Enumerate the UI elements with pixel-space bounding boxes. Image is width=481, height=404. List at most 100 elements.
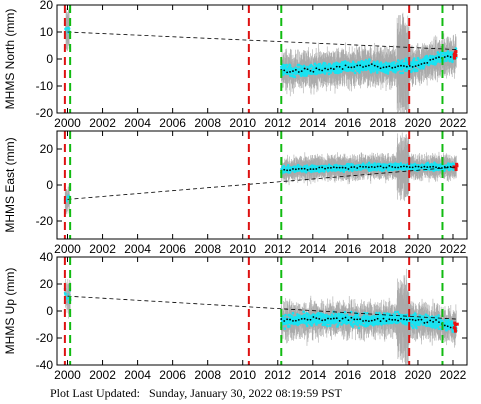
data-point xyxy=(323,72,327,75)
data-point xyxy=(293,322,297,326)
y-axis-label: MHMS North (mm) xyxy=(3,9,17,110)
mean-point xyxy=(394,166,397,169)
mean-point xyxy=(449,165,452,168)
mean-point xyxy=(297,71,300,73)
x-tick-label: 2014 xyxy=(299,242,326,256)
mean-point xyxy=(309,168,312,170)
mean-point xyxy=(373,166,376,169)
mean-point xyxy=(309,69,312,72)
data-point xyxy=(66,26,69,30)
mean-point xyxy=(376,165,379,168)
x-tick-label: 2002 xyxy=(89,116,116,130)
y-tick-label: -20 xyxy=(36,214,54,228)
mean-point xyxy=(443,166,446,168)
data-point xyxy=(285,63,289,67)
mean-point xyxy=(327,68,329,71)
mean-point xyxy=(356,64,359,67)
y-tick-label: 20 xyxy=(40,142,54,156)
data-point xyxy=(386,72,390,75)
mean-point xyxy=(292,168,294,170)
mean-point xyxy=(446,55,449,57)
y-tick-label: 0 xyxy=(46,178,53,192)
mean-point xyxy=(385,166,388,169)
y-tick-label: 20 xyxy=(40,0,54,12)
mean-point xyxy=(403,165,405,168)
data-point xyxy=(300,74,303,78)
mean-point xyxy=(315,67,318,70)
mean-point xyxy=(318,68,321,71)
x-tick-label: 2022 xyxy=(440,116,467,130)
mean-point xyxy=(423,165,426,168)
mean-point xyxy=(370,63,373,66)
mean-point xyxy=(408,65,411,67)
mean-point xyxy=(414,165,417,168)
mean-point xyxy=(332,166,335,169)
mean-point xyxy=(306,168,309,171)
mean-point xyxy=(403,65,405,67)
mean-point xyxy=(438,56,440,59)
x-tick-label: 2020 xyxy=(405,242,432,256)
mean-point xyxy=(443,56,446,58)
data-point xyxy=(323,62,327,65)
data-point xyxy=(328,62,332,66)
data-point xyxy=(342,170,346,174)
mean-point xyxy=(426,61,429,64)
panel-3: 2000 2002 2004 2006 2008 2010 2012 2014 2016 2018… xyxy=(3,250,468,382)
x-tick-label: 2018 xyxy=(370,116,397,130)
mean-point xyxy=(321,69,324,72)
mean-point xyxy=(362,66,364,68)
mean-point xyxy=(432,165,435,168)
mean-point xyxy=(353,166,356,168)
mean-point xyxy=(327,167,329,169)
mean-point xyxy=(382,66,385,69)
mean-point xyxy=(391,166,394,168)
mean-point xyxy=(289,169,291,172)
mean-point xyxy=(321,166,324,169)
data-point xyxy=(282,63,286,67)
mean-point xyxy=(283,69,286,72)
mean-point xyxy=(350,66,353,69)
y-tick-label: 10 xyxy=(40,25,54,39)
mean-point xyxy=(400,64,402,67)
data-point xyxy=(317,170,321,174)
mean-point xyxy=(300,70,303,73)
data-point xyxy=(356,69,360,72)
data-point xyxy=(351,169,354,172)
mean-point xyxy=(440,167,443,169)
mean-point xyxy=(435,57,437,59)
data-point xyxy=(288,64,292,68)
mean-point xyxy=(429,59,432,61)
data-point xyxy=(382,168,385,172)
mean-point xyxy=(405,165,408,168)
x-tick-label: 2002 xyxy=(89,242,116,256)
x-tick-label: 2000 xyxy=(54,116,81,130)
mean-point xyxy=(414,65,417,68)
mean-point xyxy=(344,167,347,169)
x-tick-label: 2008 xyxy=(194,116,221,130)
data-point xyxy=(281,314,285,318)
plot-area xyxy=(63,131,459,239)
data-point xyxy=(451,60,454,64)
mean-point xyxy=(432,58,435,61)
data-point xyxy=(313,62,317,66)
mean-point xyxy=(367,64,370,67)
trend-line xyxy=(67,31,457,50)
mean-point xyxy=(350,166,353,169)
data-point xyxy=(412,63,415,67)
mean-point xyxy=(429,165,432,168)
mean-point xyxy=(286,71,289,74)
x-tick-label: 2014 xyxy=(299,116,326,130)
mean-point xyxy=(294,168,297,171)
x-tick-label: 2008 xyxy=(194,242,221,256)
data-point xyxy=(404,167,408,171)
mean-point xyxy=(411,166,414,169)
mean-point xyxy=(330,166,332,169)
y-tick-label: -20 xyxy=(36,106,54,120)
mean-point xyxy=(394,66,397,69)
recent-point xyxy=(454,53,458,57)
x-tick-label: 2012 xyxy=(264,242,291,256)
x-tick-label: 2012 xyxy=(264,116,291,130)
mean-point xyxy=(420,63,423,65)
mean-point xyxy=(379,165,382,168)
mean-point xyxy=(303,67,306,70)
